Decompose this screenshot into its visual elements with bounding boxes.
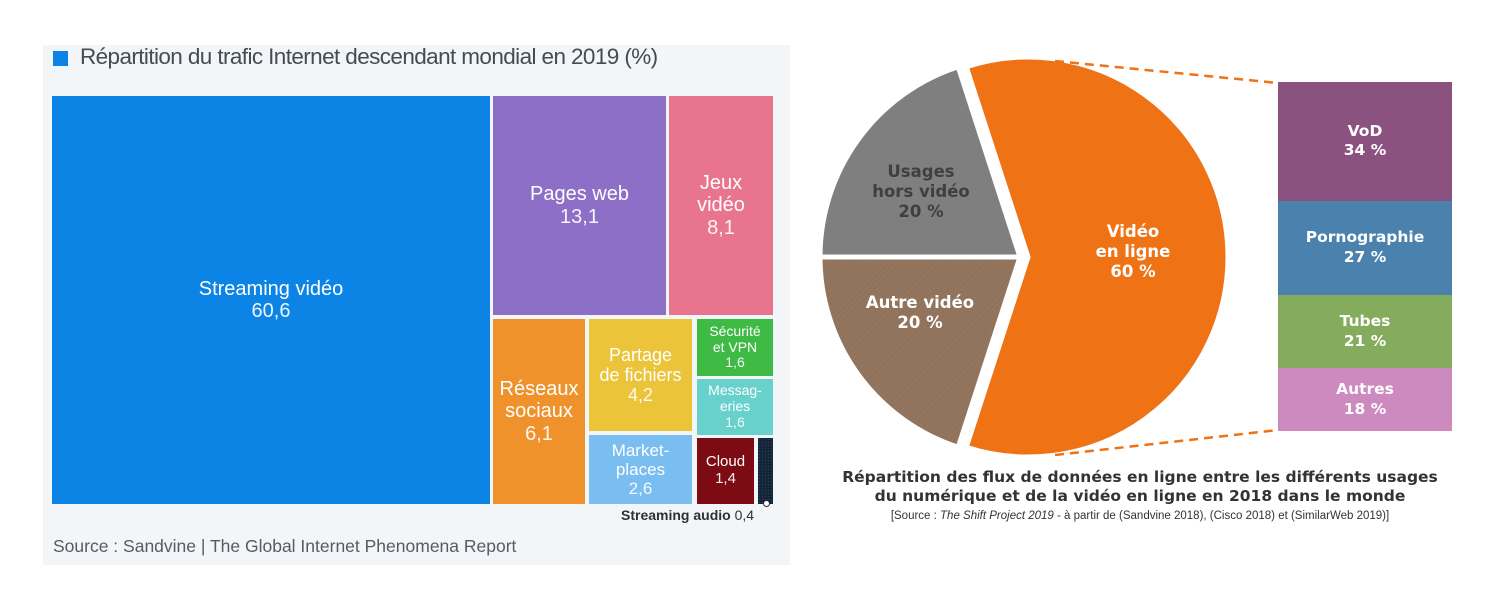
streaming-audio-name: Streaming audio (621, 507, 731, 523)
title-marker-icon (53, 51, 68, 66)
treemap-cell: Réseaux sociaux 6,1 (493, 319, 585, 504)
streaming-audio-pointer-icon (763, 500, 770, 507)
treemap-cell-value: 2,6 (628, 479, 653, 499)
treemap-cell-label: Sécurité et VPN (709, 322, 761, 355)
pie-caption-title: Répartition des flux de données en ligne… (842, 468, 1438, 505)
treemap-cell-label: Messag- eries (708, 382, 762, 415)
pie-slice-label: Vidéo en ligne 60 % (1095, 222, 1171, 281)
treemap-cell-value: 8,1 (707, 216, 735, 239)
treemap-cell-label: Cloud (705, 453, 746, 471)
breakdown-segment-label: Autres (1336, 380, 1394, 399)
breakdown-segment-label: Pornographie (1305, 228, 1425, 247)
breakdown-segment-label: Tubes (1339, 312, 1391, 331)
connector-line (1054, 59, 1279, 85)
treemap-cell: Messag- eries 1,6 (697, 379, 773, 435)
breakdown-segment-value: 27 % (1343, 247, 1387, 266)
treemap-cell: Sécurité et VPN 1,6 (697, 319, 773, 376)
treemap-cell-label: Réseaux sociaux (499, 377, 579, 423)
pie-slice-label: Autre vidéo 20 % (865, 293, 975, 332)
treemap-cell-value: 4,2 (627, 385, 654, 406)
breakdown-segment: Autres 18 % (1278, 368, 1452, 431)
breakdown-segment-value: 21 % (1343, 331, 1387, 350)
streaming-audio-label: Streaming audio 0,4 (621, 507, 754, 523)
treemap-cell-label: Jeux vidéo (697, 171, 745, 217)
treemap-cell: Cloud 1,4 (697, 438, 754, 504)
breakdown-segment: VoD 34 % (1278, 82, 1452, 201)
breakdown-segment-value: 34 % (1343, 141, 1387, 160)
treemap-cell-value: 6,1 (525, 422, 553, 445)
treemap-cell-value: 1,6 (725, 413, 745, 430)
treemap-cell: Pages web 13,1 (493, 96, 666, 315)
treemap-cell-label: Pages web (530, 183, 629, 206)
treemap-cell-value: 1,6 (725, 354, 745, 371)
breakdown-segment-label: VoD (1347, 121, 1383, 140)
breakdown-segment-value: 18 % (1343, 399, 1387, 418)
treemap-cell (758, 438, 773, 504)
treemap-cell-label: Market- places (611, 440, 670, 479)
breakdown-segment: Tubes 21 % (1278, 294, 1452, 369)
treemap-cell: Partage de fichiers 4,2 (589, 319, 692, 431)
pie-slice-label: Usages hors vidéo 20 % (872, 162, 970, 221)
pie-caption-source: [Source : The Shift Project 2019 - à par… (890, 510, 1390, 522)
pie-slice (817, 63, 1024, 260)
treemap-cell: Jeux vidéo 8,1 (669, 96, 773, 315)
breakdown-segment: Pornographie 27 % (1278, 200, 1452, 295)
treemap-cell-label: Partage de fichiers (599, 344, 682, 385)
treemap-cell: Market- places 2,6 (589, 435, 692, 504)
connector-line (1054, 428, 1279, 457)
treemap-cell-value: 13,1 (560, 205, 599, 228)
treemap-cell-value: 1,4 (715, 470, 736, 487)
treemap-cell-label: Streaming vidéo (198, 277, 344, 300)
pie-slice (817, 254, 1024, 451)
treemap-source: Source : Sandvine | The Global Internet … (53, 536, 517, 556)
streaming-audio-value: 0,4 (734, 507, 755, 523)
treemap-cell-value: 60,6 (251, 300, 291, 322)
treemap-cell: Streaming vidéo 60,6 (52, 96, 490, 504)
